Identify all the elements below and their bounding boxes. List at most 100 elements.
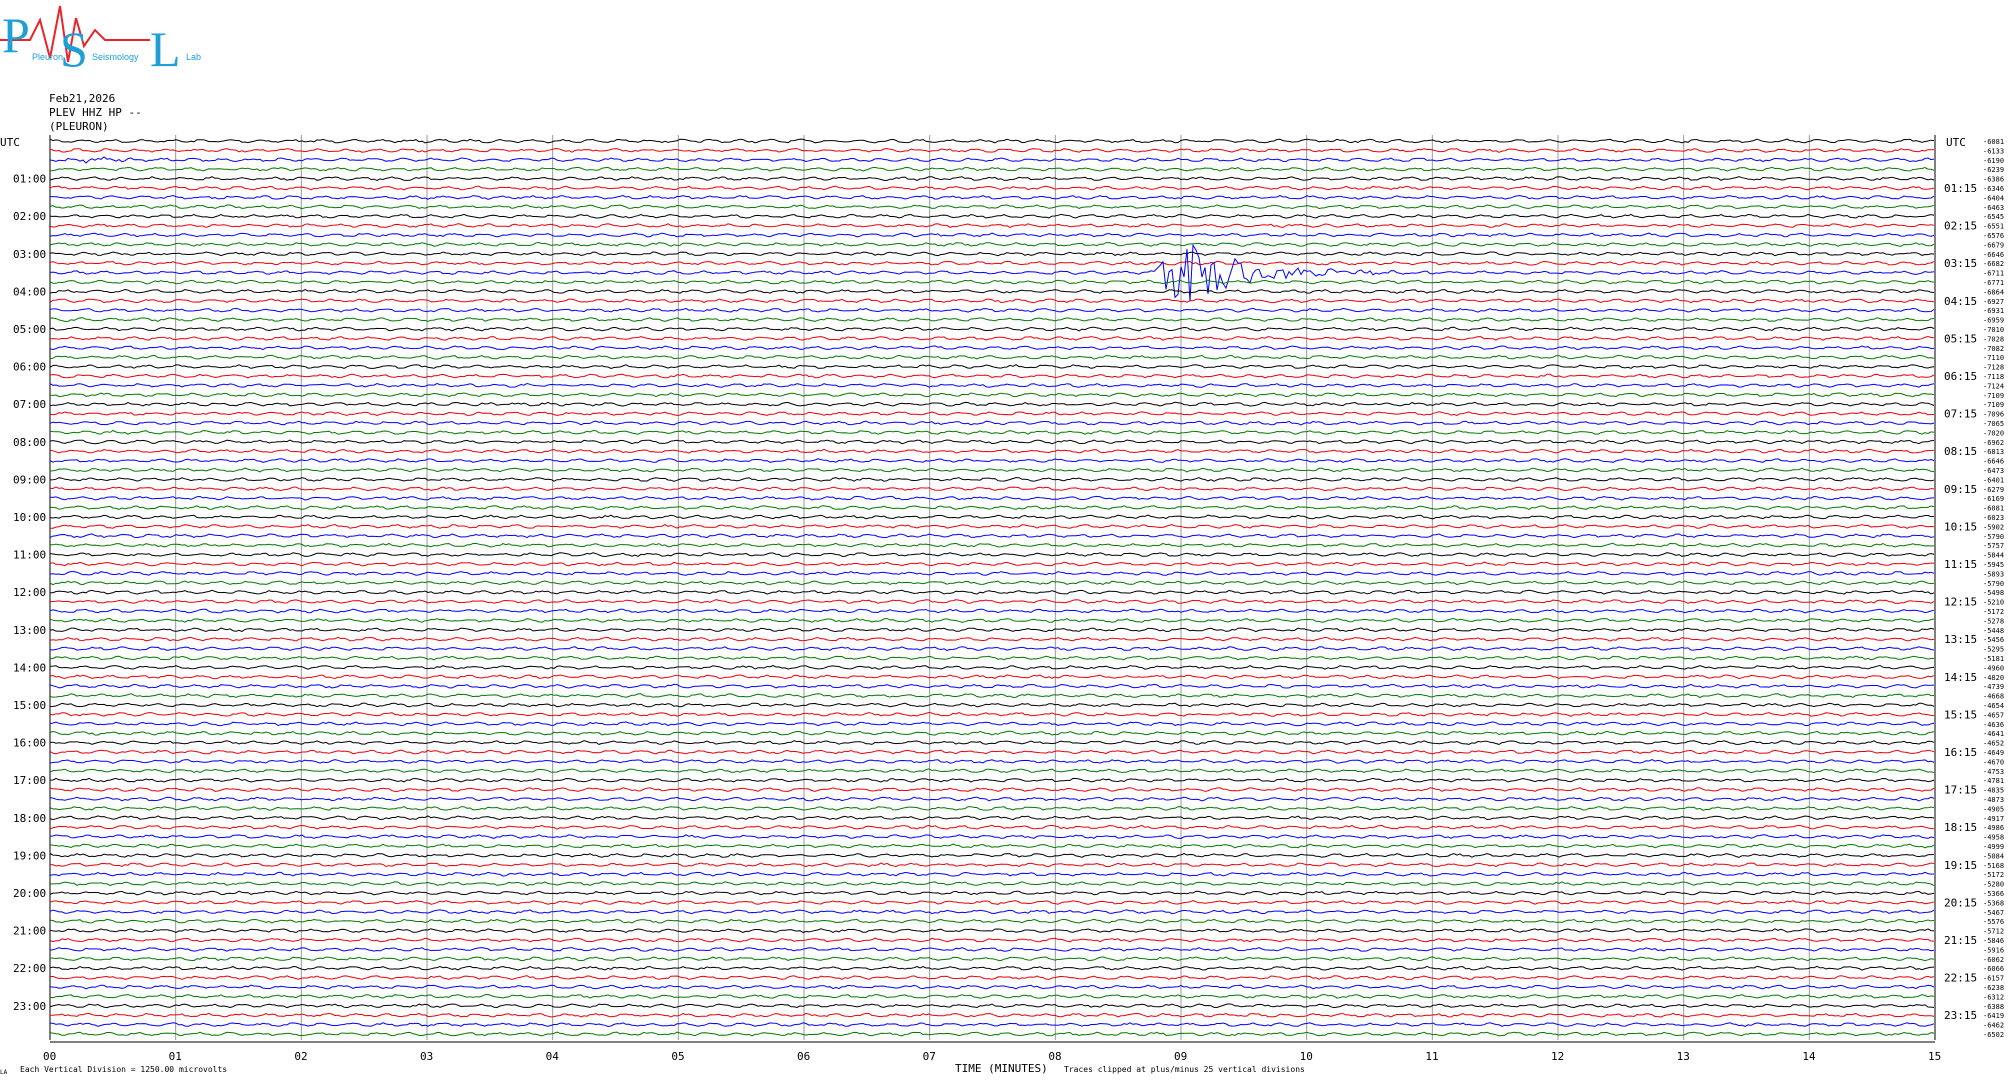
trace-row [49,693,1935,699]
hour-label-right: 13:15 [1944,633,1977,646]
row-offset-label: -6931 [1983,307,2004,315]
trace-row [49,824,1935,830]
trace-row [49,392,1935,398]
hour-label-left: 19:00 [13,849,46,862]
hour-label-right: 21:15 [1944,934,1977,947]
trace-row [49,223,1935,228]
row-offset-label: -5278 [1983,617,2004,625]
logo-seismic-spike [0,5,150,63]
row-offset-label: -5181 [1983,655,2004,663]
row-offset-label: -6927 [1983,298,2004,306]
row-offset-label: -6679 [1983,241,2004,249]
hour-label-right: 09:15 [1944,483,1977,496]
row-offset-label: -7082 [1983,345,2004,353]
trace-row [49,401,1935,407]
row-offset-label: -7109 [1983,392,2004,400]
hour-label-left: 09:00 [13,473,46,486]
row-offset-label: -4670 [1983,758,2004,766]
trace-row [49,477,1935,482]
row-offset-label: -7110 [1983,354,2004,362]
trace-row [49,984,1935,990]
row-offset-label: -6959 [1983,317,2004,325]
hour-label-left: 17:00 [13,774,46,787]
logo-letter-s: S [60,21,88,70]
hour-label-left: 18:00 [13,812,46,825]
row-offset-label: -4873 [1983,796,2004,804]
hour-label-right: 15:15 [1944,708,1977,721]
row-offset-label: -7124 [1983,382,2004,390]
hour-label-right: 16:15 [1944,746,1977,759]
row-offset-label: -6081 [1983,505,2004,513]
trace-row [49,617,1935,623]
trace-row [49,382,1935,388]
trace-row [49,307,1935,313]
hour-label-right: 14:15 [1944,671,1977,684]
trace-row [49,298,1935,304]
row-offset-label: -5757 [1983,542,2004,550]
row-offset-label: -5168 [1983,862,2004,870]
x-tick-label: 04 [546,1050,560,1063]
hour-label-right: 11:15 [1944,558,1977,571]
row-offset-label: -4652 [1983,740,2004,748]
row-offset-label: -6502 [1983,1031,2004,1039]
trace-row [49,806,1935,811]
row-offset-label: -6062 [1983,956,2004,964]
row-offset-label: -6066 [1983,965,2004,973]
row-offset-label: -4958 [1983,834,2004,842]
trace-row [49,947,1935,952]
trace-row [49,768,1935,774]
row-offset-label: -4636 [1983,721,2004,729]
trace-row [50,956,1935,962]
row-offset-label: -4835 [1983,787,2004,795]
x-tick-label: 06 [797,1050,810,1063]
trace-row [50,523,1935,529]
trace-row [49,156,1935,164]
row-offset-label: -7028 [1983,335,2004,343]
hour-label-left: 03:00 [13,248,46,261]
trace-row [49,759,1935,764]
row-offset-label: -4781 [1983,777,2004,785]
trace-row [49,1012,1935,1018]
row-offset-label: -4960 [1983,664,2004,672]
row-offset-label: -6463 [1983,204,2004,212]
hour-label-right: 19:15 [1944,859,1977,872]
trace-row [49,664,1935,670]
x-tick-label: 02 [294,1050,307,1063]
row-offset-label: -6169 [1983,495,2004,503]
row-offset-label: -5467 [1983,909,2004,917]
trace-row [49,429,1935,435]
x-tick-label: 07 [923,1050,936,1063]
row-offset-label: -4739 [1983,683,2004,691]
row-offset-label: -5295 [1983,646,2004,654]
pleuron-seismology-lab-logo: P S L Pleuron Seismology Lab [0,5,201,70]
row-offset-label: -6576 [1983,232,2004,240]
row-offset-label: -7118 [1983,373,2004,381]
trace-row [49,345,1935,351]
x-tick-label: 12 [1551,1050,1564,1063]
minute-gridlines [49,135,1936,1043]
row-offset-label: -6238 [1983,984,2004,992]
row-offset-label: -5576 [1983,918,2004,926]
row-offset-label: -5366 [1983,890,2004,898]
trace-row [49,354,1935,360]
trace-row [49,655,1934,661]
trace-row [49,909,1935,915]
hour-label-right: 12:15 [1944,596,1977,609]
hour-label-right: 07:15 [1944,408,1977,421]
trace-row [49,561,1935,567]
trace-row [49,204,1935,210]
hour-label-right: 08:15 [1944,445,1977,458]
trace-row [49,711,1935,717]
trace-row [49,796,1935,802]
x-tick-label: 00 [43,1050,56,1063]
row-offset-label: -7128 [1983,364,2004,372]
hour-label-right: 01:15 [1944,182,1977,195]
axis-labels: 00 01 02 03 04 05 06 07 08 09 10 11 12 13 14 15 01:00 02:… [13,138,2004,1063]
trace-row [49,975,1935,980]
trace-row [49,890,1935,896]
hour-label-left: 05:00 [13,323,46,336]
row-offset-label: -7065 [1983,420,2004,428]
hour-label-left: 01:00 [13,173,46,186]
trace-row [49,420,1935,426]
